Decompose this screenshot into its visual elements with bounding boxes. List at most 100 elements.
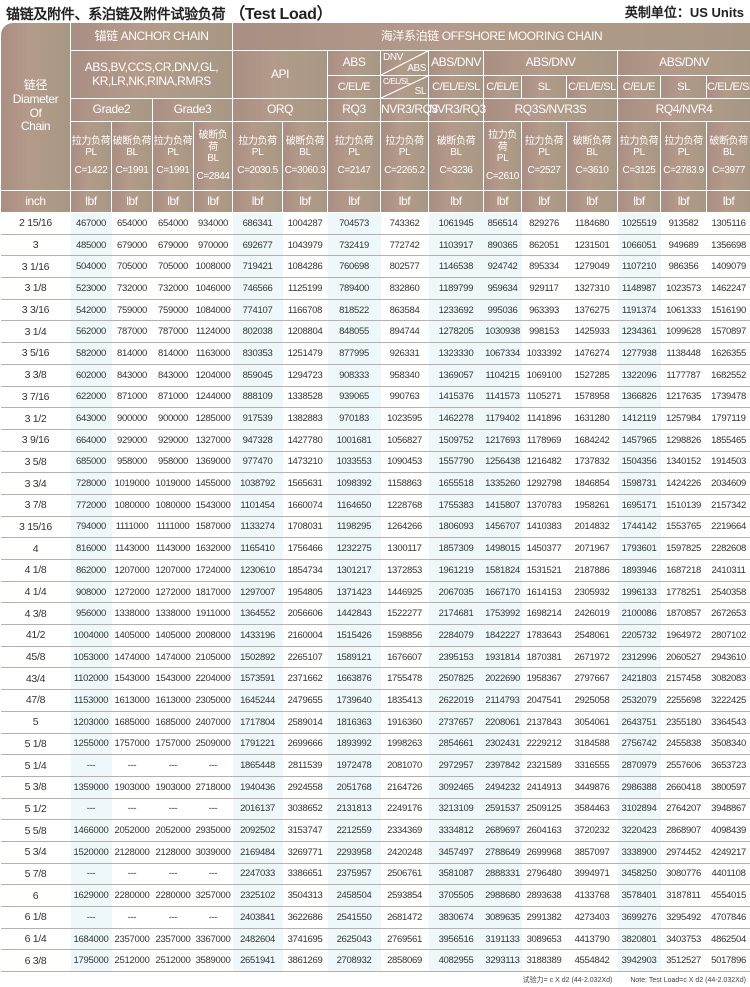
load-value: 1543000 (193, 494, 233, 517)
load-value: 2660418 (660, 776, 707, 799)
load-value: 1164650 (327, 494, 381, 517)
load-value: 1629000 (70, 884, 112, 907)
load-value: 2893638 (521, 884, 567, 907)
table-row: 5 3/8 1359000 1903000 1903000 2718000 1940436… (0, 776, 750, 799)
load-value: 3622686 (282, 906, 328, 929)
load-value: 542000 (70, 299, 112, 322)
load-value: 1870381 (521, 646, 567, 669)
load-value: 1405000 (111, 624, 153, 647)
load-value: 2651941 (232, 949, 283, 973)
chain-size: 4 (0, 537, 71, 560)
load-value: 3316555 (566, 754, 618, 777)
load-value: 3857097 (566, 841, 618, 864)
load-value: 3578401 (617, 884, 661, 907)
load-value: 1356698 (706, 234, 750, 257)
load-value: 1663876 (327, 667, 381, 691)
load-value: 2870979 (617, 754, 661, 777)
load-value: 1264266 (380, 516, 429, 539)
load-value: 2671972 (566, 646, 618, 669)
load-value: 1297007 (232, 581, 283, 604)
load-value: 1272000 (152, 581, 194, 604)
load-value: 1954805 (282, 581, 328, 604)
load-value: 2414913 (521, 776, 567, 799)
load-value: 2988680 (483, 884, 522, 907)
table-row: 5 1203000 1685000 1685000 2407000 1717804 2589… (0, 711, 750, 734)
load-value: 759000 (111, 299, 153, 322)
footnote-cn: 试验力= c X d2 (44-2.032Xd) (522, 977, 613, 984)
load-value: 1857309 (428, 537, 484, 560)
load-value: 2506761 (380, 863, 429, 886)
load-value: 1292798 (521, 472, 567, 495)
load-value: 2219664 (706, 516, 750, 539)
load-value: 1446925 (380, 581, 429, 604)
load-value: 2357000 (111, 928, 153, 951)
load-value: 1069100 (521, 364, 567, 387)
grade-header: RQ4/NVR4 (617, 98, 750, 122)
load-value: 3581087 (428, 863, 484, 886)
load-value: 1327310 (566, 277, 618, 300)
chain-size: 5 1/2 (0, 798, 71, 821)
load-value: 913582 (660, 212, 707, 235)
load-value: 1667170 (483, 581, 522, 604)
load-value: 1597825 (660, 537, 707, 560)
load-value: 4413790 (566, 928, 618, 951)
chain-size: 6 (0, 884, 71, 907)
load-value: 939065 (327, 386, 381, 409)
load-value: 4082955 (428, 949, 484, 973)
load-value: 2972957 (428, 754, 484, 777)
load-value: 1233692 (428, 299, 484, 322)
load-value: 705000 (152, 255, 194, 279)
load-value: 2455838 (660, 733, 707, 756)
load-value: 1294723 (282, 364, 328, 387)
load-value: 1687218 (660, 559, 707, 582)
load-value: 1255000 (70, 733, 112, 756)
load-value: 1369000 (193, 451, 233, 474)
load-column-header: 拉力负荷 PL C=2610 (483, 121, 523, 191)
load-value: 3220423 (617, 819, 661, 842)
load-value: 959634 (483, 277, 522, 300)
chain-size: 5 (0, 711, 71, 734)
load-value: 859045 (232, 364, 283, 387)
load-value: 1578958 (566, 386, 618, 409)
load-value: 2280000 (111, 884, 153, 907)
load-value: 794000 (70, 516, 112, 539)
load-value: 1520000 (70, 841, 112, 864)
load-value: 1272000 (111, 581, 153, 604)
load-value: 1056827 (380, 429, 429, 452)
load-value: 1382883 (282, 407, 328, 430)
load-value: 3512527 (660, 949, 707, 973)
load-value: 2169484 (232, 841, 283, 864)
load-value: 4133768 (566, 884, 618, 907)
table-row: 3 3/16 542000 759000 759000 1084000 774107 116… (0, 299, 750, 322)
grade-header: RQ3 (327, 98, 382, 122)
load-value: 818522 (327, 299, 381, 322)
load-value: 1338528 (282, 386, 328, 409)
chain-size: 3 3/16 (0, 299, 71, 322)
chain-size: 41/2 (0, 624, 71, 647)
load-value: 732419 (327, 234, 381, 257)
load-value: 1340152 (660, 451, 707, 474)
load-value: 947328 (232, 429, 283, 452)
grade-sub: C/EL/E/SL (706, 75, 750, 99)
load-value: 926331 (380, 342, 429, 365)
table-row: 5 1/4 --- --- --- --- 1865448 2811539 1972478 20… (0, 754, 750, 777)
load-value: 2282608 (706, 537, 750, 560)
abs-dnv-header-2: ABS/DNV (483, 50, 619, 76)
load-value: 2604163 (521, 819, 567, 842)
load-value: 4707846 (706, 906, 750, 929)
load-value: 1739478 (706, 386, 750, 409)
load-column-header: 拉力负荷 PL C=1991 (152, 121, 194, 191)
load-value: 5017896 (706, 949, 750, 973)
table-row: 41/2 1004000 1405000 1405000 2008000 1433196 2… (0, 624, 750, 647)
load-value: 986356 (660, 255, 707, 279)
load-value: 774107 (232, 299, 283, 322)
load-value: 3089635 (483, 906, 522, 929)
load-value: 1111000 (152, 516, 194, 539)
load-value: 1744142 (617, 516, 661, 539)
load-value: 2925058 (566, 689, 618, 712)
chain-size: 3 7/8 (0, 494, 71, 517)
load-value: 1626355 (706, 342, 750, 365)
load-value: 1893946 (617, 559, 661, 582)
load-value: 2426019 (566, 602, 618, 626)
load-value: 814000 (152, 342, 194, 365)
